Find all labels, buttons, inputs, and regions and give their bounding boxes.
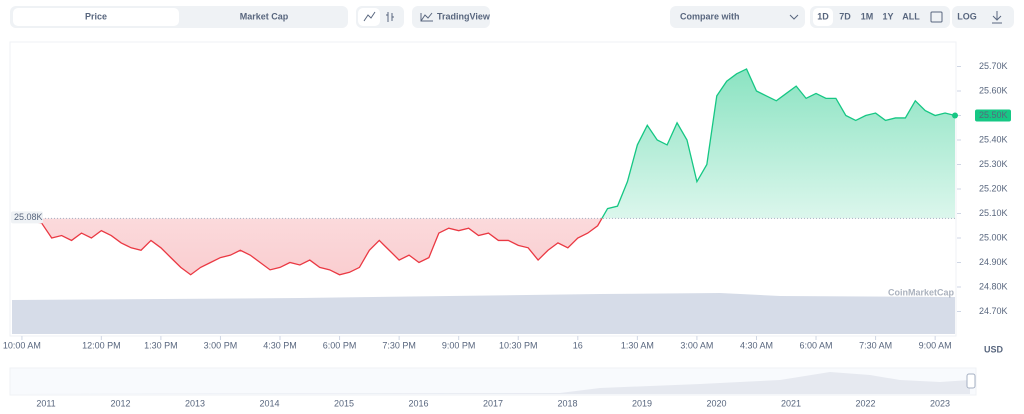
navigator-label: 2017 xyxy=(483,398,503,408)
plot-frame xyxy=(9,41,957,337)
tab-price[interactable]: Price xyxy=(85,11,107,21)
x-tick-label: 12:00 PM xyxy=(82,340,121,350)
baseline-label: 25.08K xyxy=(14,212,43,222)
watermark: CoinMarketCap xyxy=(888,287,955,297)
y-tick-label: 25.30K xyxy=(979,159,1008,169)
x-tick-label: 6:00 AM xyxy=(800,340,833,350)
tradingview-button[interactable] xyxy=(412,6,490,28)
compare-label[interactable]: Compare with xyxy=(680,11,740,21)
navigator-label: 2014 xyxy=(259,398,279,408)
x-tick-label: 3:00 PM xyxy=(204,340,238,350)
navigator-label: 2022 xyxy=(855,398,875,408)
x-tick-label: 10:00 AM xyxy=(3,340,41,350)
navigator-label: 2011 xyxy=(36,398,55,408)
baseline-badge xyxy=(11,211,43,224)
chevron xyxy=(789,14,799,20)
x-tick-label: 6:00 PM xyxy=(323,340,357,350)
navigator-label: 2023 xyxy=(930,398,950,408)
line-icon xyxy=(363,11,376,22)
navigator-label: 2019 xyxy=(632,398,652,408)
y-tick-label: 25.70K xyxy=(979,61,1008,71)
y-tick-label: 24.90K xyxy=(979,257,1008,267)
tv-icon xyxy=(420,12,433,22)
range-button[interactable]: 1M xyxy=(861,11,874,21)
area-down xyxy=(12,218,955,275)
area-up xyxy=(601,68,955,219)
range-selected[interactable] xyxy=(813,8,833,26)
candle-icon[interactable] xyxy=(386,12,394,22)
range-button[interactable]: ALL xyxy=(902,11,920,21)
x-tick-label: 10:30 PM xyxy=(499,340,538,350)
download-icon[interactable] xyxy=(992,11,1002,24)
current-dot xyxy=(952,112,958,119)
x-tick-label: 1:30 PM xyxy=(144,340,178,350)
currency-label: USD xyxy=(984,344,1004,354)
x-tick-label: 4:30 PM xyxy=(263,340,297,350)
x-tick-label: 7:30 AM xyxy=(859,340,892,350)
navigator-label: 2016 xyxy=(408,398,428,408)
x-tick-label: 7:30 PM xyxy=(382,340,416,350)
navigator-label: 2013 xyxy=(185,398,205,408)
range-button[interactable]: 7D xyxy=(839,11,851,21)
navigator-area xyxy=(12,372,970,394)
tab-market-cap[interactable]: Market Cap xyxy=(240,11,289,21)
x-tick-label: 4:30 AM xyxy=(740,340,773,350)
y-tick-label: 25.60K xyxy=(979,85,1008,95)
navigator-label: 2018 xyxy=(557,398,577,408)
tab-selected[interactable] xyxy=(13,8,179,26)
tradingview-label[interactable]: TradingView xyxy=(437,11,491,21)
y-tick-label: 25.00K xyxy=(979,232,1008,242)
price-line-down xyxy=(12,218,603,276)
range-button[interactable]: 1Y xyxy=(882,11,893,21)
x-tick-label: 1:30 AM xyxy=(621,340,654,350)
navigator-handle[interactable] xyxy=(966,373,976,389)
log-button[interactable]: LOG xyxy=(957,11,977,21)
current-label: 25.50K xyxy=(979,110,1008,120)
compare-select[interactable] xyxy=(670,6,805,28)
current-badge xyxy=(975,109,1011,122)
x-tick-label: 9:00 PM xyxy=(442,340,476,350)
navigator-label: 2012 xyxy=(110,398,130,408)
price-line-up xyxy=(601,68,956,219)
y-tick-label: 25.10K xyxy=(979,208,1008,218)
y-tick-label: 24.70K xyxy=(979,306,1008,316)
navigator-label: 2020 xyxy=(706,398,726,408)
y-tick-label: 25.20K xyxy=(979,183,1008,193)
range-button[interactable]: 1D xyxy=(817,11,829,21)
x-tick-label: 3:00 AM xyxy=(680,340,713,350)
x-tick-label: 16 xyxy=(573,340,583,350)
calendar-icon[interactable] xyxy=(930,11,943,23)
navigator-label: 2015 xyxy=(334,398,354,408)
y-tick-label: 24.80K xyxy=(979,281,1008,291)
volume-bars xyxy=(12,293,955,334)
y-tick-label: 25.40K xyxy=(979,134,1008,144)
range-group xyxy=(810,6,950,28)
navigator-label: 2021 xyxy=(781,398,801,408)
x-tick-label: 9:00 AM xyxy=(919,340,952,350)
line-style-button[interactable] xyxy=(358,8,380,26)
